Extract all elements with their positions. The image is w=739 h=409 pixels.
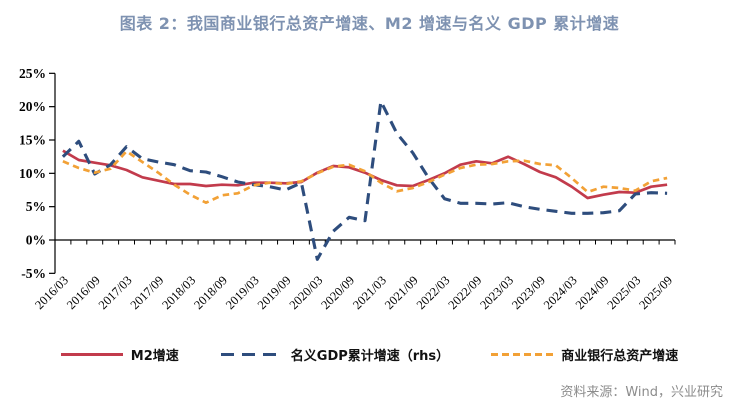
x-tick-label: 2023/03 — [477, 273, 516, 312]
y-tick-label: 20% — [19, 99, 46, 114]
y-tick-label: 15% — [19, 132, 46, 147]
x-tick-label: 2025/03 — [604, 273, 643, 312]
x-tick-label: 2021/03 — [350, 273, 389, 312]
chart-title: 图表 2：我国商业银行总资产增速、M2 增速与名义 GDP 累计增速 — [119, 14, 620, 33]
x-tick-label: 2021/09 — [382, 273, 421, 312]
x-tick-label: 2025/09 — [636, 273, 675, 312]
x-tick-label: 2020/03 — [287, 273, 326, 312]
x-tick-label: 2017/09 — [128, 273, 167, 312]
y-tick-label: 5% — [26, 199, 46, 214]
x-tick-label: 2017/03 — [96, 273, 135, 312]
legend-label-m2: M2增速 — [130, 348, 179, 364]
y-tick-label: 0% — [26, 233, 46, 248]
legend-item-bank-assets: 商业银行总资产增速 — [491, 345, 678, 364]
legend-item-nominal-gdp: 名义GDP累计增速（rhs） — [220, 345, 450, 364]
x-tick-label: 2018/03 — [159, 273, 198, 312]
y-tick-label: -5% — [21, 266, 46, 281]
x-tick-label: 2024/09 — [573, 273, 612, 312]
legend-item-m2: M2增速 — [60, 345, 179, 364]
x-tick-label: 2019/09 — [255, 273, 294, 312]
x-tick-label: 2019/03 — [223, 273, 262, 312]
x-tick-label: 2023/09 — [509, 273, 548, 312]
legend-swatch-bank-assets-line — [491, 352, 554, 356]
y-tick-label: 25% — [19, 66, 46, 81]
legend-swatch-nominal-gdp-line — [220, 352, 283, 356]
x-tick-label: 2016/09 — [64, 273, 103, 312]
series-line-nominal-gdp — [61, 99, 668, 261]
y-tick-label: 10% — [19, 166, 46, 181]
x-tick-label: 2022/03 — [414, 273, 453, 312]
legend-swatch-m2-line — [60, 352, 123, 356]
x-tick-label: 2022/09 — [446, 273, 485, 312]
source-note: 资料来源：Wind，兴业研究 — [560, 385, 723, 400]
x-tick-label: 2020/09 — [318, 273, 357, 312]
x-tick-label: 2018/09 — [191, 273, 230, 312]
x-tick-label: 2024/03 — [541, 273, 580, 312]
legend-label-nominal-gdp: 名义GDP累计增速（rhs） — [290, 348, 450, 364]
legend-label-bank-assets: 商业银行总资产增速 — [561, 348, 679, 364]
series-line-bank-assets — [62, 149, 668, 205]
series-line-m2 — [62, 149, 668, 200]
chart-legend: M2增速 名义GDP累计增速（rhs） 商业银行总资产增速 — [0, 343, 739, 365]
